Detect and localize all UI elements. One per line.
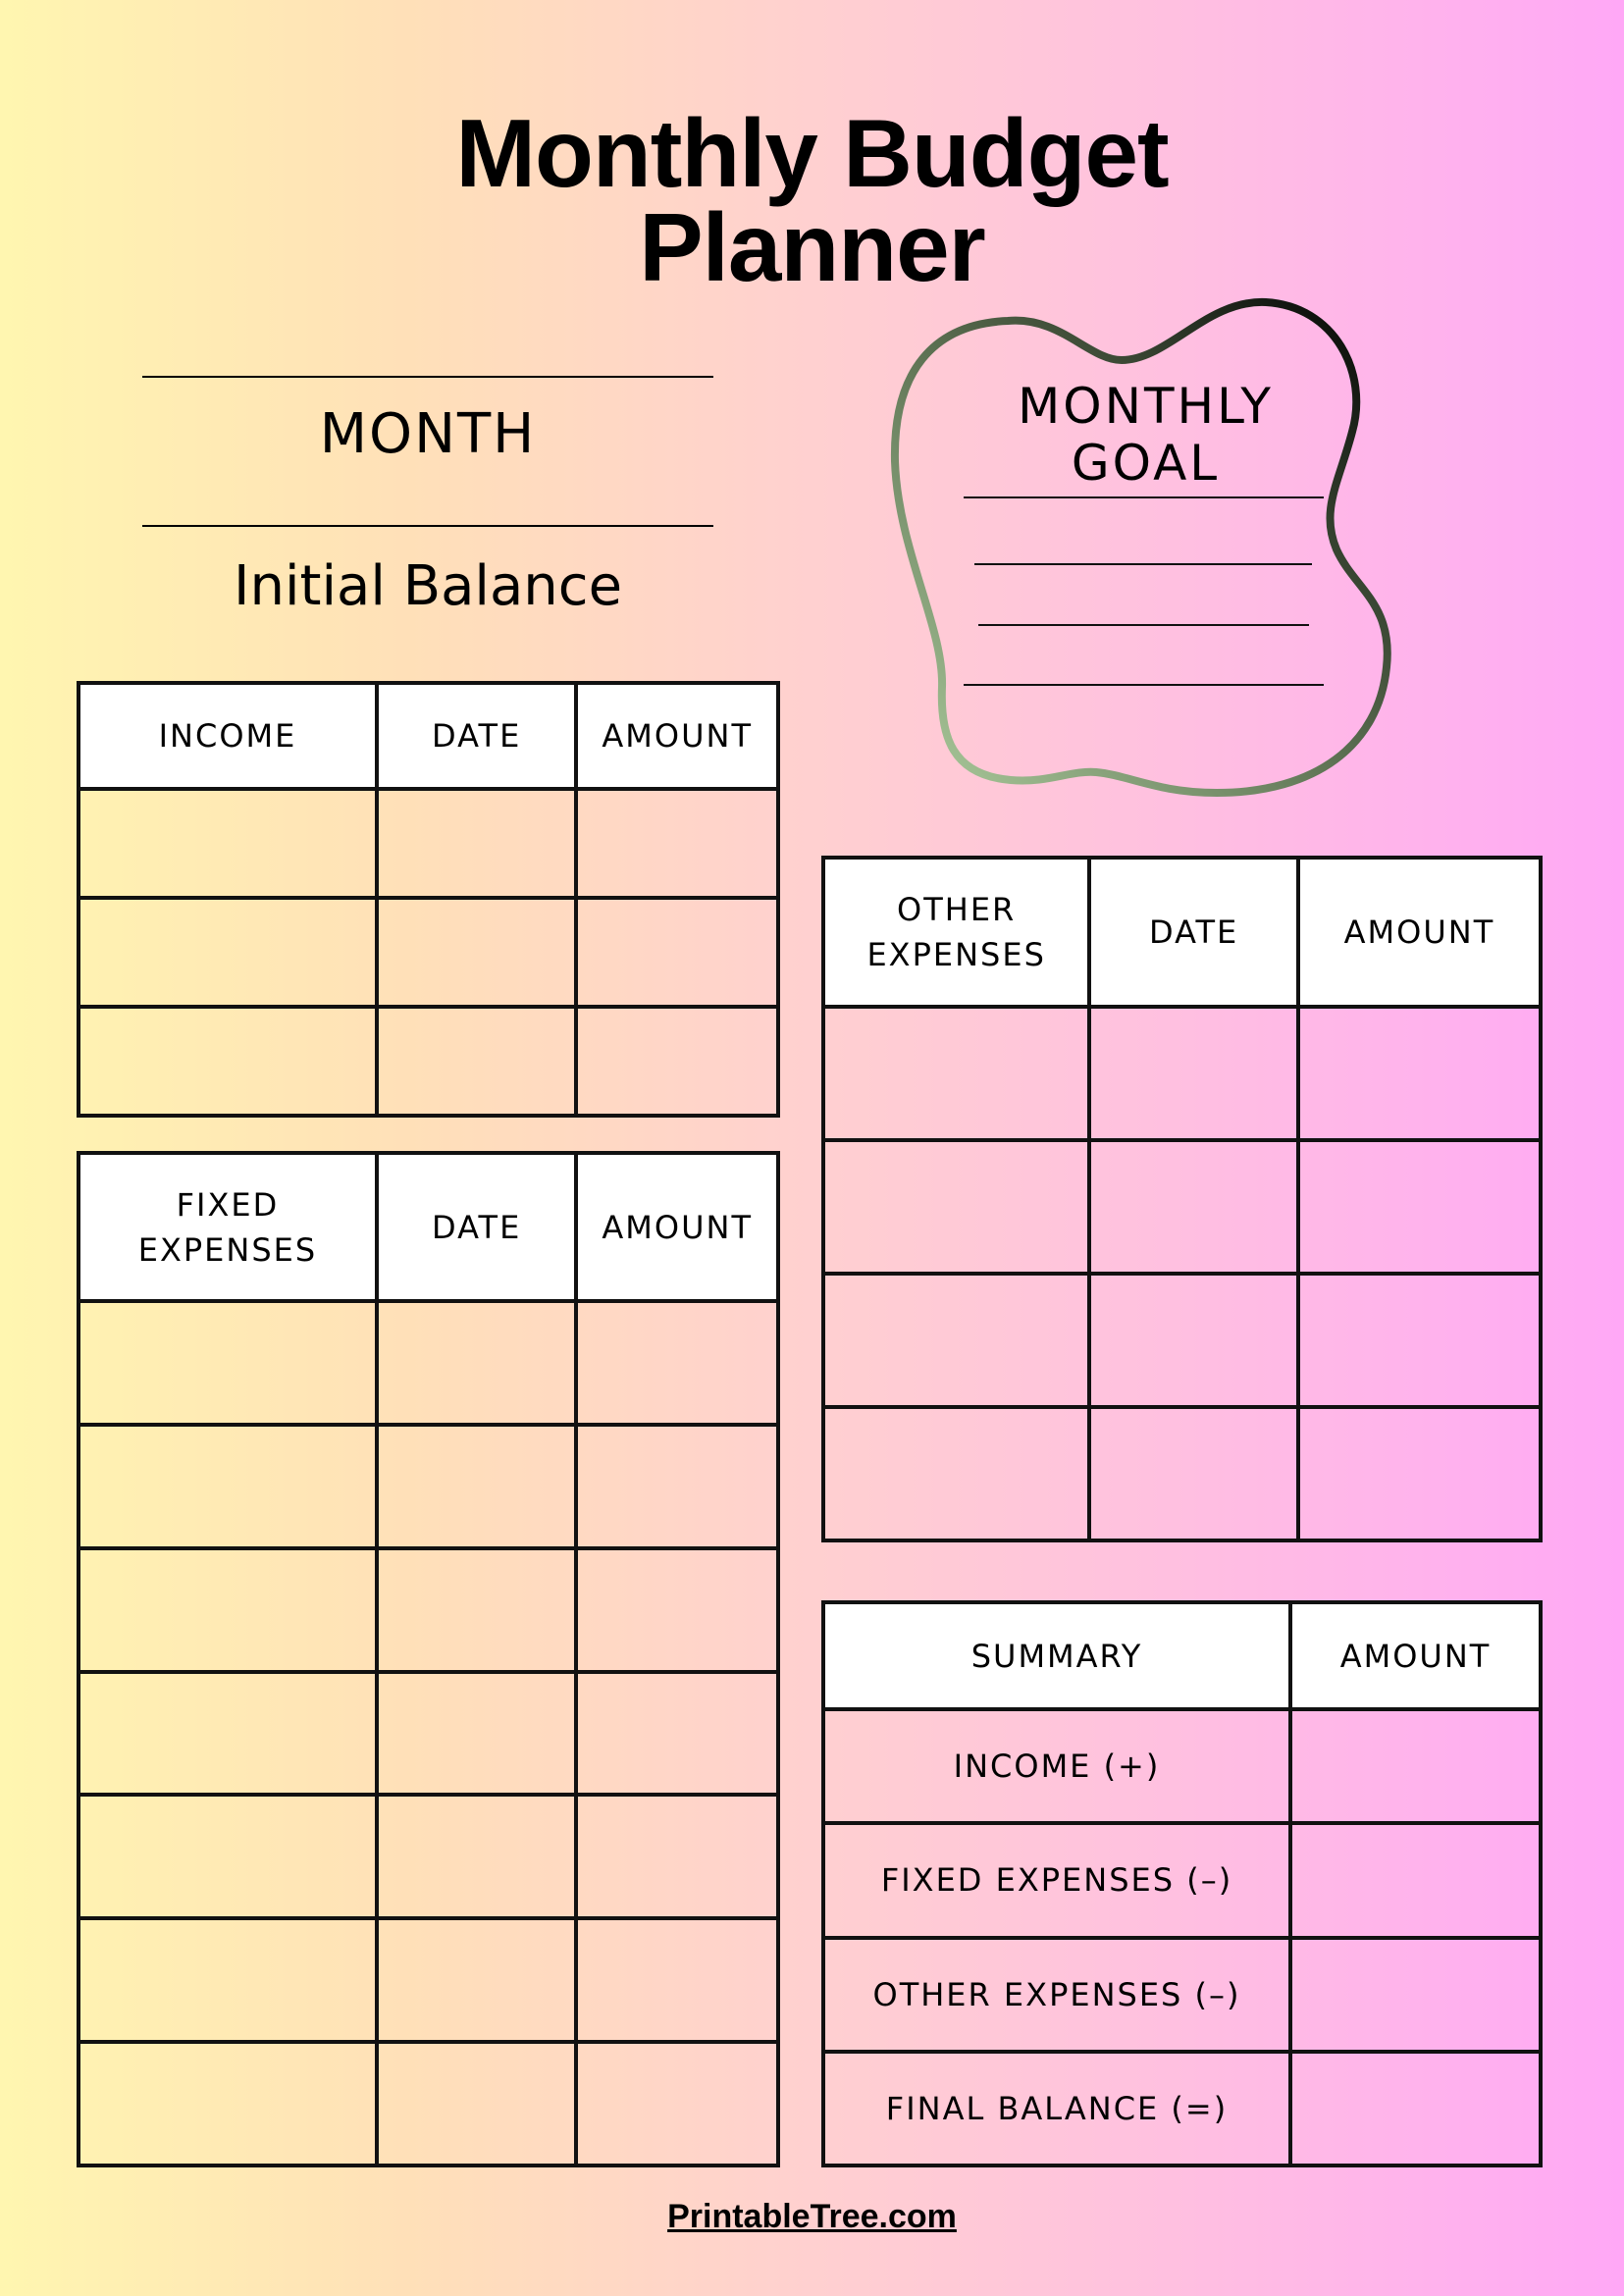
blank-cell[interactable]: [820, 1272, 1092, 1409]
blank-cell[interactable]: [574, 787, 780, 900]
blank-cell[interactable]: [1087, 1005, 1300, 1142]
blank-cell[interactable]: [1087, 1272, 1300, 1409]
blank-cell[interactable]: [574, 1545, 780, 1674]
blank-cell[interactable]: [374, 1422, 579, 1550]
blank-cell[interactable]: [77, 896, 379, 1009]
table-row: [77, 1916, 780, 2045]
table-row: [77, 787, 780, 900]
table-row: [820, 1272, 1544, 1409]
column-header: INCOME: [77, 681, 379, 791]
blank-cell[interactable]: [374, 1545, 579, 1674]
column-header: DATE: [1087, 856, 1300, 1009]
column-header: AMOUNT: [574, 1151, 780, 1303]
blank-cell[interactable]: [1295, 1138, 1544, 1276]
summary-row-fixed-expenses: FIXED EXPENSES (–): [821, 1821, 1292, 1940]
blank-cell[interactable]: [77, 1669, 379, 1798]
blank-cell[interactable]: [77, 1916, 379, 2045]
month-label: MONTH: [319, 402, 537, 466]
blank-cell[interactable]: [574, 896, 780, 1009]
blank-cell[interactable]: [77, 1545, 379, 1674]
blank-cell[interactable]: [374, 2040, 579, 2167]
summary-row-income: INCOME (+): [821, 1706, 1292, 1826]
blank-cell[interactable]: [1295, 1005, 1544, 1142]
month-line-top: [142, 376, 713, 378]
page-title: Monthly Budget Planner: [0, 99, 1624, 301]
table-row: [77, 1793, 780, 1921]
blank-cell[interactable]: [820, 1138, 1092, 1276]
table-row: [820, 1138, 1544, 1276]
summary-amount-cell[interactable]: [1288, 2049, 1543, 2168]
table-row: [77, 1299, 780, 1427]
blank-cell[interactable]: [77, 2040, 379, 2167]
column-header: AMOUNT: [574, 681, 780, 791]
month-line-bottom: [142, 525, 713, 527]
summary-header-amount: AMOUNT: [1288, 1600, 1543, 1711]
blank-cell[interactable]: [574, 1669, 780, 1798]
blank-cell[interactable]: [77, 1793, 379, 1921]
summary-amount-cell[interactable]: [1288, 1821, 1543, 1940]
summary-row-other-expenses: OTHER EXPENSES (–): [821, 1935, 1292, 2054]
column-header: DATE: [374, 1151, 579, 1303]
blank-cell[interactable]: [374, 1793, 579, 1921]
blank-cell[interactable]: [1087, 1138, 1300, 1276]
title-line-1: Monthly Budget: [455, 99, 1169, 207]
table-row: [77, 1669, 780, 1798]
column-header: AMOUNT: [1295, 856, 1544, 1009]
footer-link[interactable]: PrintableTree.com: [667, 2198, 957, 2235]
blank-cell[interactable]: [374, 1669, 579, 1798]
column-header: FIXED EXPENSES: [77, 1151, 379, 1303]
blank-cell[interactable]: [374, 787, 579, 900]
table-row: [77, 896, 780, 1009]
table-row: [820, 1405, 1544, 1542]
goal-blob-outline: [890, 297, 1391, 798]
summary-amount-cell[interactable]: [1288, 1706, 1543, 1826]
blank-cell[interactable]: [77, 1422, 379, 1550]
table-row: [820, 1005, 1544, 1142]
summary-table: SUMMARY AMOUNT INCOME (+) FIXED EXPENSES…: [821, 1600, 1543, 2168]
summary-header-summary: SUMMARY: [821, 1600, 1292, 1711]
blank-cell[interactable]: [574, 2040, 780, 2167]
blank-cell[interactable]: [1295, 1405, 1544, 1542]
fixed-expenses-table: FIXED EXPENSES DATE AMOUNT: [77, 1151, 780, 2167]
title-line-2: Planner: [639, 193, 985, 301]
column-header: OTHER EXPENSES: [820, 856, 1092, 1009]
blank-cell[interactable]: [574, 1005, 780, 1118]
table-row: [77, 1422, 780, 1550]
blank-cell[interactable]: [574, 1422, 780, 1550]
table-row: [77, 1545, 780, 1674]
blank-cell[interactable]: [374, 896, 579, 1009]
blank-cell[interactable]: [1087, 1405, 1300, 1542]
column-header: DATE: [374, 681, 579, 791]
blank-cell[interactable]: [1295, 1272, 1544, 1409]
blank-cell[interactable]: [77, 1299, 379, 1427]
blank-cell[interactable]: [77, 787, 379, 900]
blank-cell[interactable]: [374, 1005, 579, 1118]
summary-row-final-balance: FINAL BALANCE (=): [821, 2049, 1292, 2168]
blank-cell[interactable]: [77, 1005, 379, 1118]
blank-cell[interactable]: [374, 1916, 579, 2045]
income-table: INCOME DATE AMOUNT: [77, 681, 780, 1118]
monthly-goal-title: MONTHLY GOAL: [1018, 378, 1274, 492]
summary-amount-cell[interactable]: [1288, 1935, 1543, 2054]
blank-cell[interactable]: [374, 1299, 579, 1427]
blank-cell[interactable]: [574, 1793, 780, 1921]
blank-cell[interactable]: [820, 1405, 1092, 1542]
monthly-goal-blob: [890, 297, 1391, 798]
initial-balance-label: Initial Balance: [233, 554, 623, 618]
blank-cell[interactable]: [574, 1916, 780, 2045]
table-row: [77, 1005, 780, 1118]
blank-cell[interactable]: [820, 1005, 1092, 1142]
other-expenses-table: OTHER EXPENSES DATE AMOUNT: [820, 856, 1544, 1542]
blank-cell[interactable]: [574, 1299, 780, 1427]
table-row: [77, 2040, 780, 2167]
